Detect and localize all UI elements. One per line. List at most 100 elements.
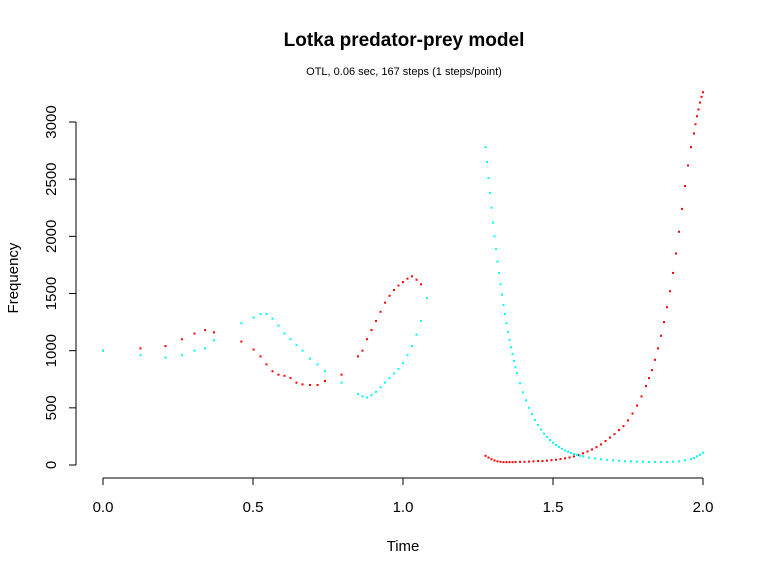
data-point (388, 294, 391, 297)
data-point (295, 343, 298, 346)
data-point (588, 456, 590, 459)
data-point (361, 349, 364, 352)
data-point (555, 443, 557, 446)
y-axis-label: Frequency (5, 242, 22, 313)
data-point (301, 383, 304, 386)
data-point (567, 450, 569, 453)
data-point (204, 329, 206, 332)
data-point (690, 458, 692, 461)
data-point (546, 459, 548, 462)
data-point (534, 418, 536, 421)
data-point (687, 164, 689, 167)
data-point (309, 357, 311, 360)
data-point (660, 334, 662, 337)
y-tick-label: 1500 (43, 277, 60, 310)
data-point (648, 460, 650, 463)
x-tick-label: 2.0 (693, 499, 714, 516)
data-point (139, 347, 142, 350)
data-point (642, 460, 644, 463)
data-point (426, 297, 428, 300)
data-point (522, 391, 524, 394)
data-point (672, 460, 674, 463)
data-point (531, 413, 533, 416)
data-point (516, 371, 518, 374)
data-point (366, 396, 368, 399)
chart-subtitle: OTL, 0.06 sec, 167 steps (1 steps/point) (306, 66, 502, 78)
data-point (654, 358, 656, 361)
data-point (411, 345, 413, 348)
data-point (669, 290, 671, 293)
data-point (180, 354, 183, 357)
data-point (193, 332, 196, 335)
data-point (496, 260, 499, 263)
data-point (579, 454, 581, 457)
data-point (672, 271, 674, 274)
data-point (384, 301, 386, 304)
data-point (618, 459, 620, 462)
data-point (420, 283, 422, 286)
data-point (493, 459, 496, 462)
data-point (252, 316, 255, 319)
data-point (357, 355, 359, 358)
data-point (694, 123, 697, 126)
data-point (499, 283, 502, 286)
y-tick-label: 500 (43, 395, 60, 420)
data-point (666, 460, 668, 463)
x-tick-label: 0.5 (243, 499, 264, 516)
data-point (340, 381, 343, 384)
data-point (660, 461, 662, 464)
data-point (549, 439, 551, 442)
data-point (393, 289, 395, 292)
data-point (397, 284, 400, 287)
data-point (631, 412, 634, 415)
data-point (301, 349, 304, 352)
data-point (693, 132, 695, 135)
data-point (678, 230, 680, 233)
data-point (514, 461, 517, 464)
data-point (496, 460, 499, 463)
data-point (361, 395, 364, 398)
data-point (370, 394, 373, 397)
data-point (702, 91, 704, 94)
data-point (577, 453, 580, 456)
data-point (645, 385, 647, 388)
data-point (681, 207, 683, 210)
data-point (532, 460, 535, 463)
data-point (604, 439, 607, 442)
data-point (568, 456, 571, 459)
x-axis-label: Time (387, 538, 420, 555)
data-point (564, 457, 566, 460)
data-point (324, 370, 326, 373)
data-point (570, 451, 572, 454)
data-point (102, 349, 104, 352)
data-point (546, 435, 548, 438)
data-point (271, 317, 274, 320)
data-point (591, 448, 593, 451)
data-point (700, 95, 703, 98)
data-point (406, 354, 409, 357)
data-point (507, 330, 509, 333)
data-point (624, 460, 626, 463)
data-point (699, 101, 701, 104)
data-point (379, 386, 382, 389)
data-point (204, 347, 206, 350)
data-point (540, 428, 542, 431)
data-point (543, 432, 545, 435)
data-point (397, 367, 400, 370)
data-point (627, 419, 629, 422)
data-point (537, 423, 539, 426)
data-point (606, 458, 608, 461)
data-point (265, 363, 268, 366)
x-tick-label: 0.0 (93, 499, 114, 516)
data-point (663, 321, 665, 324)
data-point (259, 355, 262, 358)
data-point (582, 452, 584, 455)
data-point (139, 354, 142, 357)
data-point (582, 455, 584, 458)
data-point (252, 348, 255, 351)
data-point (505, 322, 508, 325)
data-point (693, 456, 695, 459)
data-point (415, 278, 418, 281)
data-point (316, 363, 319, 366)
